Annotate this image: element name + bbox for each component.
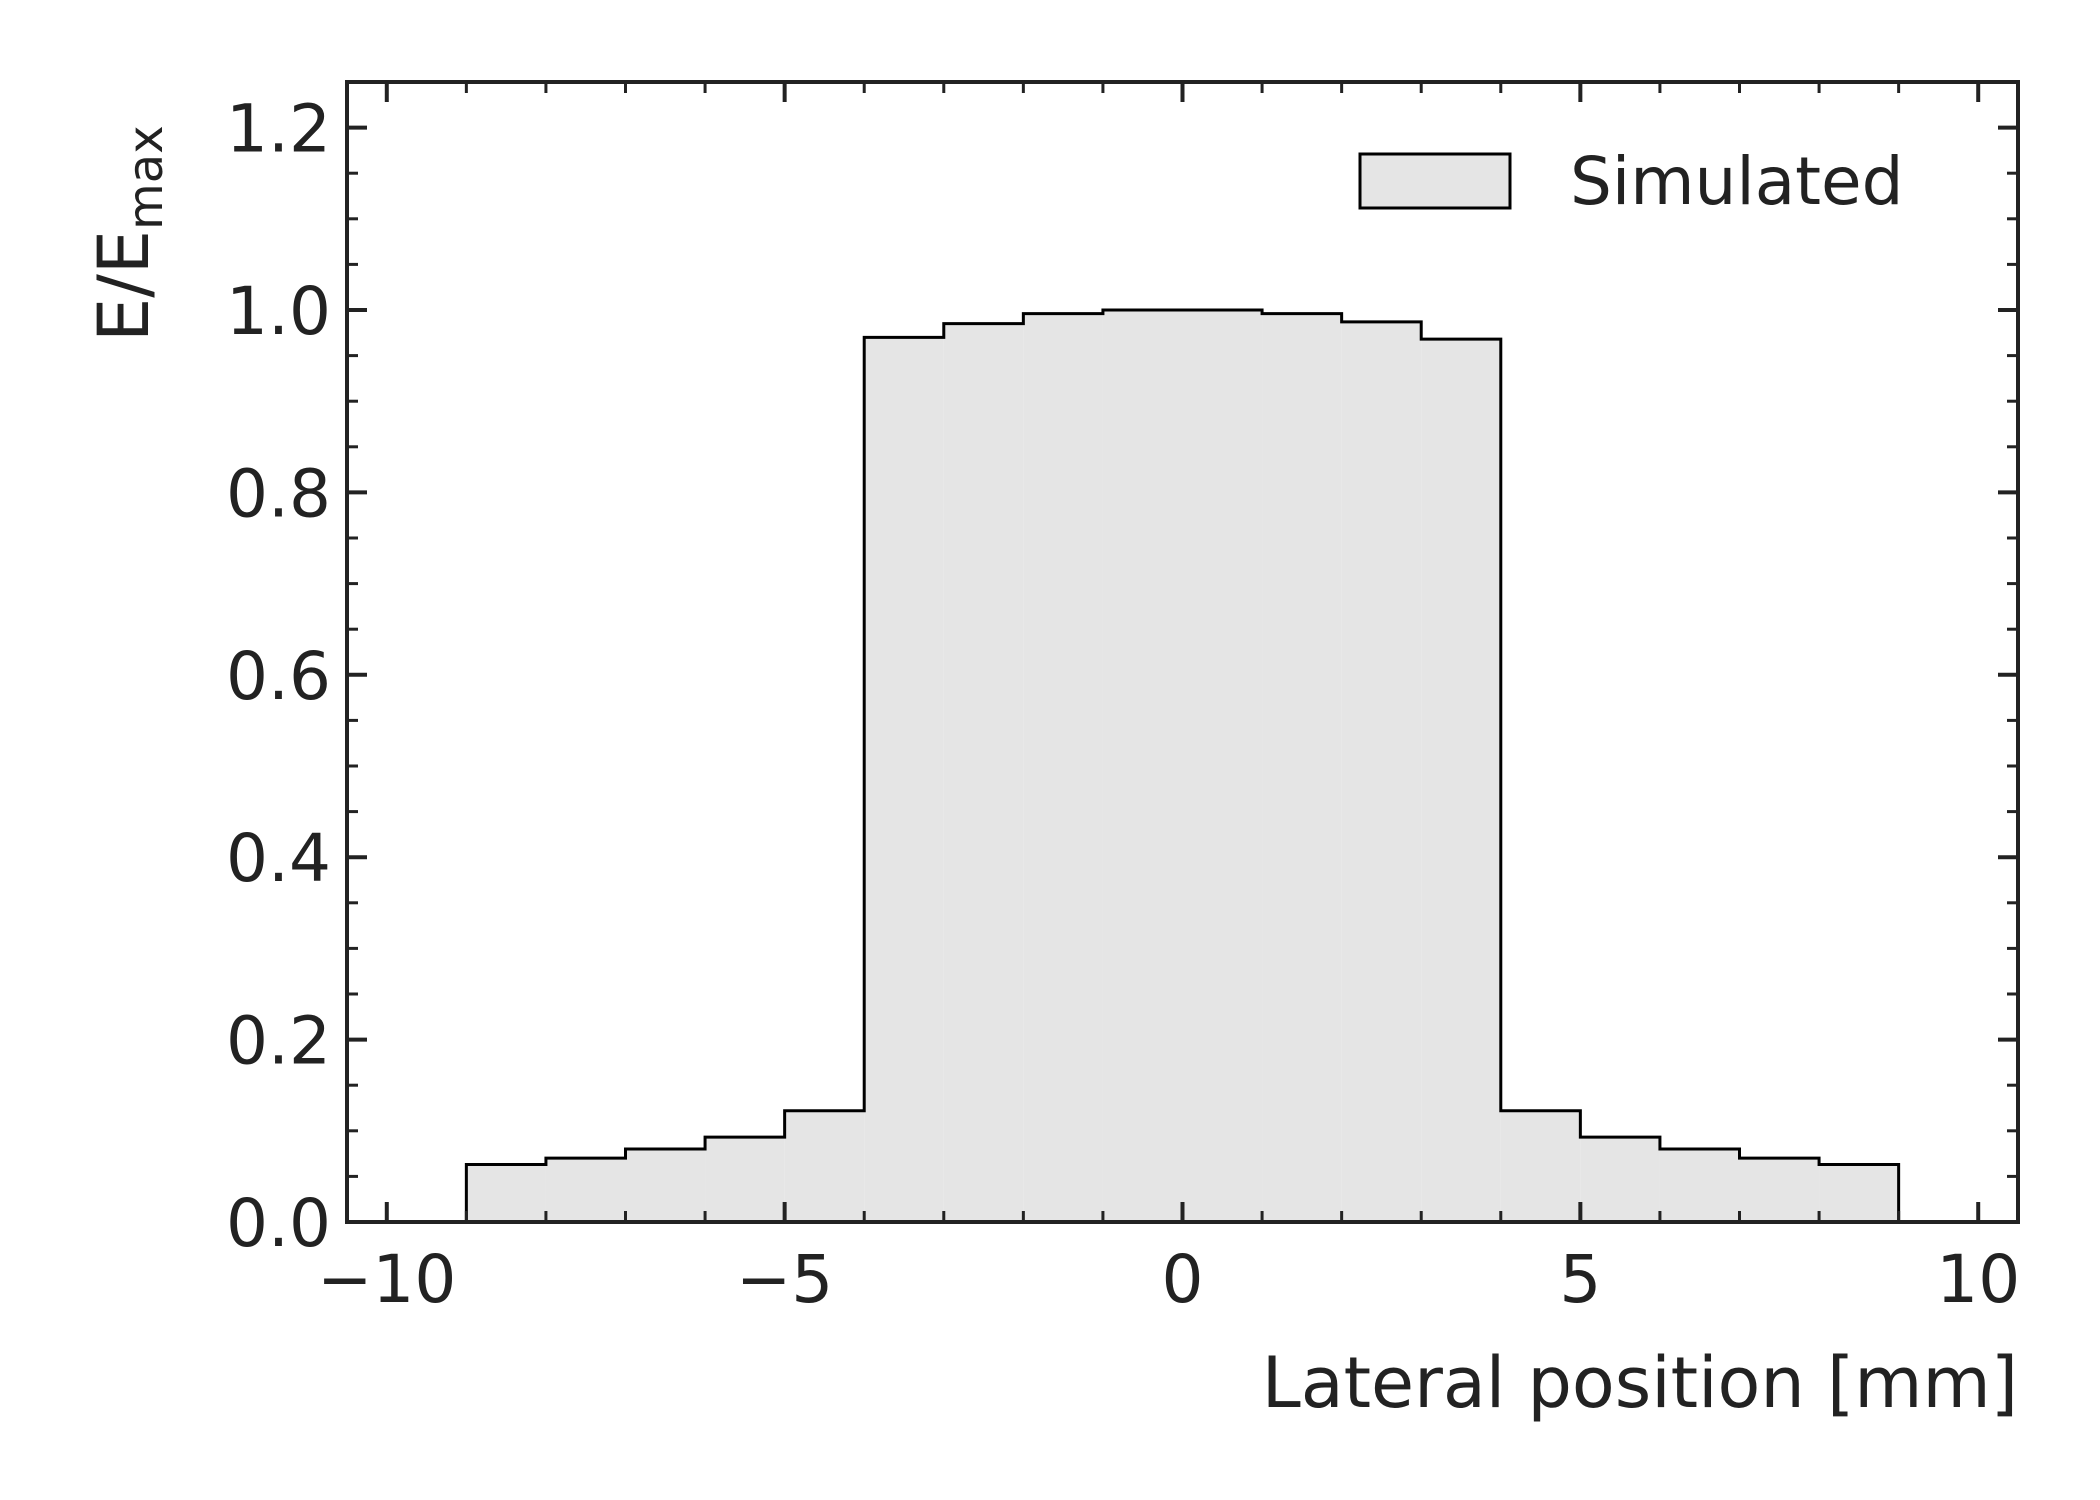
y-tick-labels: 0.0 0.2 0.4 0.6 0.8 1.0 1.2 [226,91,331,1262]
histogram-bar [1580,1137,1660,1222]
histogram-bar [1262,313,1342,1222]
y-axis-title-base: E/E [83,230,165,342]
y-tick-label: 0.0 [226,1185,331,1262]
y-tick-label: 0.4 [226,820,331,897]
x-tick-label: 5 [1559,1241,1601,1318]
histogram-bar [545,1158,626,1222]
histogram-bar [1023,313,1103,1222]
legend: Simulated [1358,143,1904,220]
histogram-bar [784,1110,865,1222]
x-tick-label: −5 [736,1241,833,1318]
histogram-bar [705,1137,785,1222]
histogram-bar [1739,1158,1820,1222]
x-tick-label: −10 [317,1241,456,1318]
y-tick-label: 0.6 [226,638,331,715]
plot-frame [345,80,2020,1224]
histogram-bars [466,310,1899,1223]
histogram-bar [625,1149,706,1222]
x-tick-label: 10 [1936,1241,2020,1318]
y-tick-label: 1.2 [226,91,331,168]
histogram-bar [1421,339,1501,1223]
y-axis-title-subscript: max [118,125,174,230]
y-tick-label: 0.2 [226,1003,331,1080]
legend-swatch [1358,152,1512,210]
histogram-bar [1819,1164,1899,1222]
x-tick-labels: −10 −5 0 5 10 [317,1241,2020,1318]
histogram-bar [864,337,944,1222]
y-axis-title: E/Emax [83,125,174,342]
histogram-step-outline [464,308,1901,1222]
histogram-bar [1500,1110,1581,1222]
x-tick-label: 0 [1162,1241,1204,1318]
x-axis-title: Lateral position [mm] [1262,1342,2018,1424]
histogram-bar [466,1164,546,1222]
histogram-bar [1102,310,1183,1222]
legend-label: Simulated [1570,143,1904,220]
histogram-bar [943,323,1024,1222]
y-tick-label: 0.8 [226,455,331,532]
y-tick-label: 1.0 [226,273,331,350]
histogram-bar [1341,321,1422,1223]
histogram-bar [1659,1149,1740,1222]
histogram-bar [1182,310,1263,1222]
